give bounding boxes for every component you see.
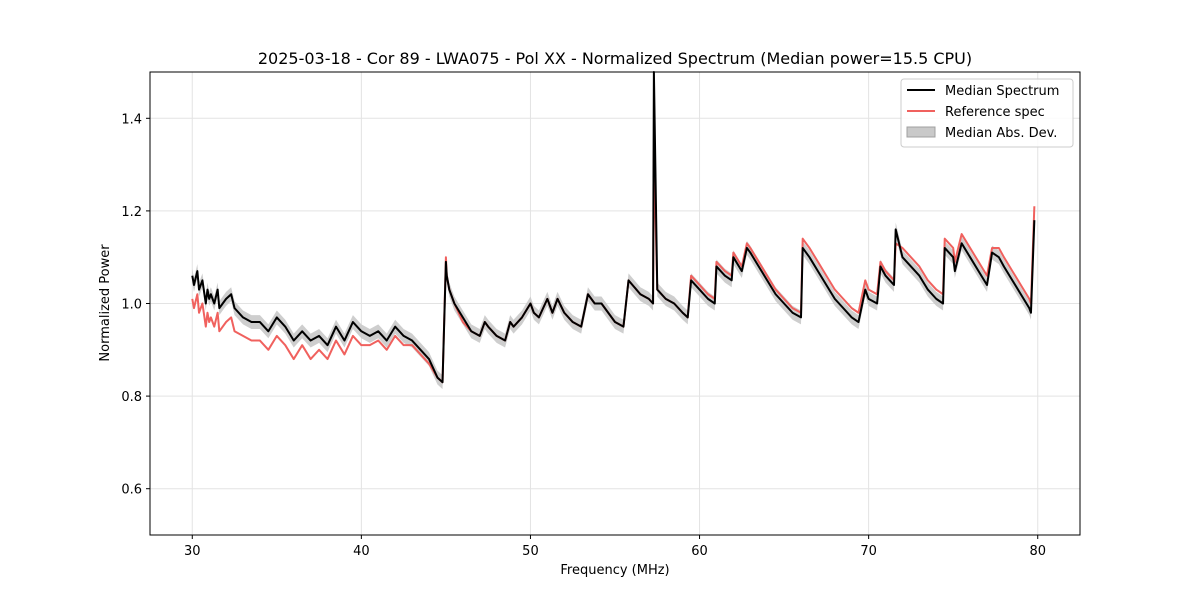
legend-box xyxy=(900,78,1074,148)
median-spectrum-line xyxy=(191,71,1036,384)
chart-title: 2025-03-18 - Cor 89 - LWA075 - Pol XX - … xyxy=(258,49,972,68)
legend-label-reference: Reference spec xyxy=(945,105,1045,120)
x-tick-label: 30 xyxy=(184,544,201,559)
x-tick-label: 50 xyxy=(522,544,539,559)
x-tick-label: 70 xyxy=(860,544,877,559)
y-tick-label: 0.6 xyxy=(121,483,142,498)
mad-band xyxy=(192,72,1035,390)
x-tick-label: 60 xyxy=(691,544,708,559)
y-axis-ticks: 0.6 0.8 1.0 1.2 1.4 xyxy=(121,112,150,498)
y-tick-label: 1.4 xyxy=(121,112,142,127)
y-tick-label: 1.2 xyxy=(121,205,142,220)
legend-swatch-mad xyxy=(906,126,936,138)
legend-label-median: Median Spectrum xyxy=(945,84,1059,99)
legend: Median Spectrum Reference spec Median Ab… xyxy=(900,78,1074,148)
y-axis-label: Normalized Power xyxy=(98,244,113,362)
x-tick-label: 40 xyxy=(353,544,370,559)
y-tick-label: 0.8 xyxy=(121,390,142,405)
x-axis-label: Frequency (MHz) xyxy=(560,563,669,578)
legend-label-mad: Median Abs. Dev. xyxy=(945,126,1057,141)
mad-band-group xyxy=(192,72,1035,390)
y-tick-label: 1.0 xyxy=(121,298,142,313)
series-lines-group xyxy=(191,71,1036,384)
x-tick-label: 80 xyxy=(1029,544,1046,559)
x-axis-ticks: 30 40 50 60 70 80 xyxy=(184,535,1046,559)
